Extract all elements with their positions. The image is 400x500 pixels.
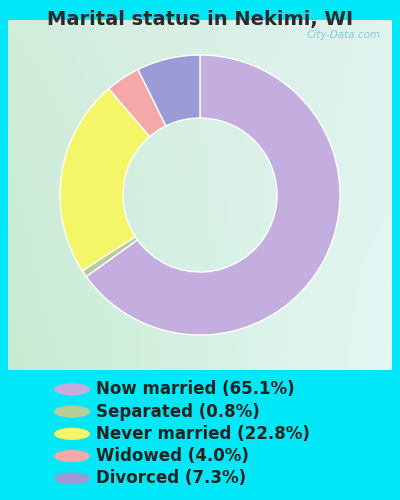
Circle shape bbox=[54, 472, 90, 484]
Circle shape bbox=[54, 428, 90, 440]
Text: Never married (22.8%): Never married (22.8%) bbox=[96, 425, 310, 443]
Text: Separated (0.8%): Separated (0.8%) bbox=[96, 402, 260, 420]
Text: Widowed (4.0%): Widowed (4.0%) bbox=[96, 447, 249, 465]
Circle shape bbox=[54, 450, 90, 462]
Circle shape bbox=[54, 406, 90, 417]
Wedge shape bbox=[60, 89, 150, 271]
Wedge shape bbox=[86, 55, 340, 335]
Text: Now married (65.1%): Now married (65.1%) bbox=[96, 380, 295, 398]
Text: Divorced (7.3%): Divorced (7.3%) bbox=[96, 470, 246, 488]
Circle shape bbox=[54, 383, 90, 396]
Wedge shape bbox=[82, 236, 138, 277]
Text: City-Data.com: City-Data.com bbox=[306, 30, 380, 40]
Wedge shape bbox=[138, 55, 200, 126]
Wedge shape bbox=[109, 70, 166, 136]
Text: Marital status in Nekimi, WI: Marital status in Nekimi, WI bbox=[47, 10, 353, 29]
